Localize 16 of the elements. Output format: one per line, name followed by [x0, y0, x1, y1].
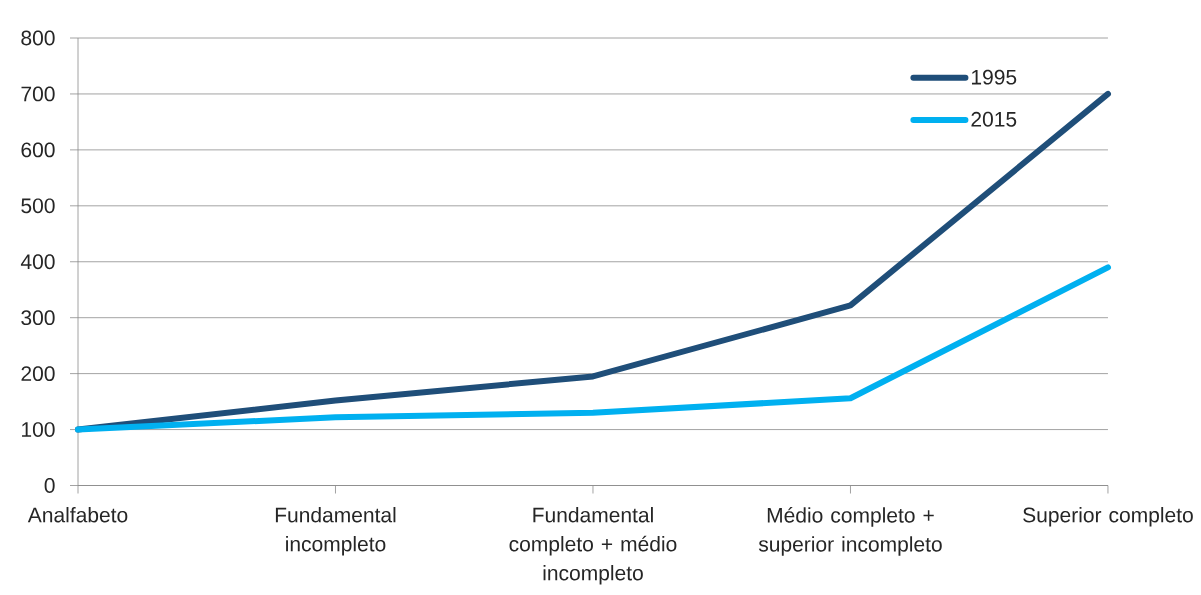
y-tick-label: 100 [22, 422, 55, 437]
y-tick-label: 700 [21, 86, 55, 102]
x-tick-label: Fundamental incompleto [275, 507, 396, 556]
y-tick-label: 0 [44, 478, 55, 493]
y-tick-label: 800 [21, 30, 55, 46]
y-tick-label: 300 [21, 310, 55, 326]
y-tick-label: 500 [21, 198, 55, 214]
legend-label: 1995 [971, 69, 1017, 85]
y-tick-label: 200 [21, 366, 55, 382]
x-tick-label: Fundamental completo + médio incompleto [509, 507, 677, 585]
y-tick-label: 400 [20, 254, 55, 270]
x-tick-label: Analfabeto [27, 507, 128, 523]
x-tick-label: Médio completo + superior incompleto [758, 507, 942, 556]
y-tick-label: 600 [21, 142, 55, 158]
legend-label: 2015 [971, 111, 1017, 127]
x-tick-label: Superior completo [1023, 507, 1193, 527]
